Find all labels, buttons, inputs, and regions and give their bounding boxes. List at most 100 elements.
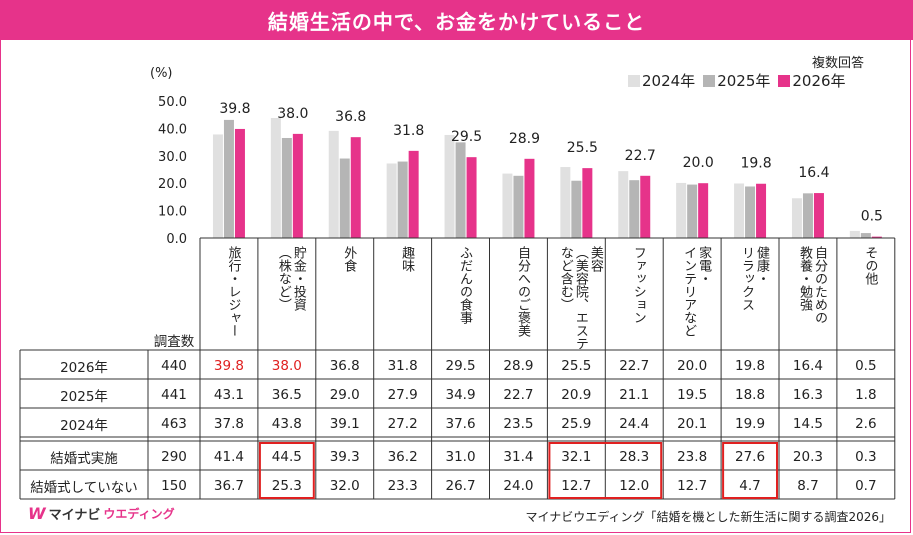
row-count: 290 bbox=[161, 449, 187, 465]
table-cell: 19.5 bbox=[677, 387, 708, 403]
data-label: 25.5 bbox=[567, 140, 598, 156]
bar-2026 bbox=[813, 193, 824, 238]
table-cell: 39.8 bbox=[213, 358, 244, 374]
bar-2025 bbox=[571, 180, 582, 238]
table-cell: 36.8 bbox=[329, 358, 360, 374]
logo-mark-icon: W bbox=[28, 504, 46, 523]
bar-2025 bbox=[513, 175, 524, 238]
table-cell: 38.0 bbox=[271, 358, 302, 374]
legend-item-2026: 2026年 bbox=[778, 70, 846, 91]
table-cell: 36.2 bbox=[387, 449, 418, 465]
legend-item-2024: 2024年 bbox=[628, 70, 695, 91]
table-cell: 32.1 bbox=[561, 449, 592, 465]
bar-2026 bbox=[756, 183, 767, 238]
bar-2026 bbox=[350, 137, 361, 238]
brand-logo: W マイナビ ウエディング bbox=[28, 504, 175, 523]
bar-2025 bbox=[745, 186, 756, 238]
table-cell: 39.3 bbox=[329, 449, 360, 465]
table-cell: 16.3 bbox=[792, 387, 823, 403]
legend-label: 2024年 bbox=[642, 72, 696, 90]
category-label: 家電・ インテリアなど bbox=[681, 246, 712, 337]
row-label: 2024年 bbox=[60, 418, 108, 434]
bar-2026 bbox=[698, 183, 709, 238]
bar-2026 bbox=[524, 158, 535, 238]
table-cell: 44.5 bbox=[271, 449, 302, 465]
table-cell: 23.8 bbox=[677, 449, 708, 465]
legend-item-2025: 2025年 bbox=[703, 70, 770, 91]
table-cell: 37.8 bbox=[213, 416, 244, 432]
category-label: 外食 bbox=[341, 246, 357, 272]
bar-2025 bbox=[455, 142, 466, 238]
legend-label: 2026年 bbox=[792, 72, 846, 90]
y-unit-label: (%) bbox=[150, 66, 173, 81]
data-label: 38.0 bbox=[277, 106, 308, 122]
table-cell: 23.5 bbox=[503, 416, 534, 432]
note-label: 複数回答 bbox=[812, 56, 865, 71]
table-cell: 1.8 bbox=[855, 387, 877, 403]
row-label: 結婚式実施 bbox=[50, 451, 118, 467]
data-label: 20.0 bbox=[683, 155, 714, 171]
table-cell: 19.8 bbox=[735, 358, 766, 374]
category-label: 趣味 bbox=[399, 246, 415, 272]
legend-swatch bbox=[778, 74, 791, 87]
table-cell: 20.1 bbox=[677, 416, 708, 432]
bar-2026 bbox=[871, 236, 882, 238]
bar-2025 bbox=[687, 184, 698, 238]
table-cell: 2.6 bbox=[855, 416, 877, 432]
bar-2026 bbox=[292, 133, 303, 238]
table-cell: 14.5 bbox=[792, 416, 823, 432]
bar-2024 bbox=[386, 163, 397, 238]
highlight-box bbox=[722, 442, 778, 499]
table-cell: 12.7 bbox=[677, 478, 708, 494]
logo-sub: ウエディング bbox=[103, 507, 175, 521]
y-tick-label: 20.0 bbox=[158, 177, 187, 192]
table-cell: 34.9 bbox=[445, 387, 476, 403]
table-cell: 41.4 bbox=[213, 449, 244, 465]
category-label: 旅行・レジャー bbox=[225, 246, 241, 337]
table-cell: 32.0 bbox=[329, 478, 360, 494]
bar-2024 bbox=[270, 117, 281, 238]
table-cell: 31.8 bbox=[387, 358, 418, 374]
page-title: 結婚生活の中で、お金をかけていること bbox=[0, 0, 913, 40]
category-label: その他 bbox=[862, 246, 878, 285]
bar-2026 bbox=[640, 175, 651, 238]
row-label: 結婚式していない bbox=[30, 480, 138, 496]
table-cell: 0.5 bbox=[855, 358, 877, 374]
table-cell: 4.7 bbox=[739, 478, 761, 494]
row-label: 2025年 bbox=[60, 389, 108, 405]
bar-2024 bbox=[328, 130, 339, 238]
bar-2026 bbox=[582, 168, 593, 238]
row-count: 441 bbox=[161, 387, 187, 403]
category-label: ファッション bbox=[630, 246, 646, 324]
table-cell: 24.4 bbox=[619, 416, 650, 432]
table-cell: 28.3 bbox=[619, 449, 650, 465]
legend: 2024年 2025年 2026年 bbox=[628, 70, 846, 91]
count-header: 調査数 bbox=[153, 334, 195, 350]
table-cell: 39.1 bbox=[329, 416, 360, 432]
table-cell: 27.6 bbox=[735, 449, 766, 465]
bar-2024 bbox=[560, 167, 571, 238]
row-count: 463 bbox=[161, 416, 187, 432]
source-note: マイナビウエディング「結婚を機とした新生活に関する調査2026」 bbox=[525, 510, 891, 524]
category-label: 自分へのご褒美 bbox=[514, 246, 530, 337]
table-cell: 18.8 bbox=[735, 387, 766, 403]
table-cell: 16.4 bbox=[792, 358, 823, 374]
bar-2025 bbox=[281, 137, 292, 238]
row-count: 440 bbox=[161, 358, 187, 374]
logo-text: マイナビ bbox=[48, 508, 101, 523]
table-cell: 22.7 bbox=[619, 358, 650, 374]
bar-2024 bbox=[849, 230, 860, 238]
table-cell: 20.9 bbox=[561, 387, 592, 403]
bar-2026 bbox=[408, 150, 419, 238]
legend-swatch bbox=[703, 74, 716, 87]
category-label: ふだんの食事 bbox=[457, 246, 473, 324]
table-cell: 21.1 bbox=[619, 387, 650, 403]
bar-2024 bbox=[676, 182, 687, 238]
highlight-box bbox=[548, 442, 663, 499]
y-tick-label: 50.0 bbox=[158, 95, 187, 110]
bar-2025 bbox=[397, 161, 408, 238]
table-cell: 12.7 bbox=[561, 478, 592, 494]
table-cell: 20.3 bbox=[792, 449, 823, 465]
y-tick-label: 40.0 bbox=[158, 122, 187, 137]
